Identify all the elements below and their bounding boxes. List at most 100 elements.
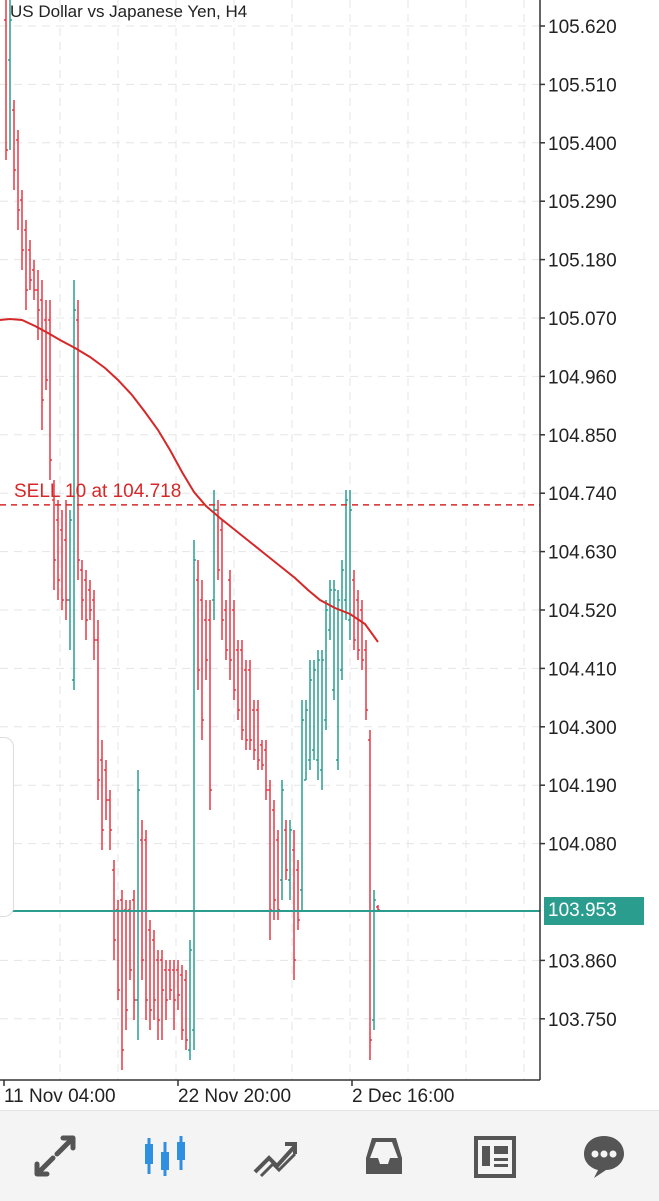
price-axis-label: 103.860 <box>548 951 617 972</box>
price-axis-label: 104.410 <box>548 659 617 680</box>
candlestick <box>164 960 168 1020</box>
price-axis-label: 104.190 <box>548 776 617 797</box>
candlestick <box>160 950 164 1040</box>
candlestick <box>372 890 376 1030</box>
price-axis-label: 105.400 <box>548 134 617 155</box>
candlestick <box>260 740 264 770</box>
candlestick <box>240 640 244 740</box>
nav-chart[interactable] <box>135 1126 195 1186</box>
current-price-tag: 103.953 <box>544 897 644 926</box>
candlestick <box>340 560 344 680</box>
candlestick <box>120 890 124 1070</box>
inbox-icon <box>366 1138 403 1174</box>
bottom-navigation <box>0 1110 659 1201</box>
candlestick <box>212 490 216 620</box>
price-axis-label: 104.080 <box>548 835 617 856</box>
candlestick <box>108 790 112 850</box>
candlestick <box>16 130 20 230</box>
candlestick <box>60 510 64 610</box>
candlestick <box>244 660 248 750</box>
candlestick <box>96 620 100 800</box>
nav-messages[interactable] <box>574 1126 634 1186</box>
candlestick <box>316 650 320 780</box>
price-axis-label: 104.630 <box>548 543 617 564</box>
candlestick <box>328 580 332 640</box>
candlestick <box>256 700 260 770</box>
candlestick <box>192 540 196 1050</box>
candlestick <box>100 740 104 850</box>
candlestick <box>4 0 8 160</box>
candlestick <box>344 490 348 620</box>
candlestick <box>128 900 132 980</box>
candlestick <box>252 700 256 760</box>
candlestick <box>312 660 316 760</box>
candlestick <box>52 480 56 590</box>
candlestick <box>336 590 340 770</box>
nav-trade[interactable] <box>245 1126 305 1186</box>
nav-quotes[interactable] <box>25 1126 85 1186</box>
candlestick <box>140 820 144 980</box>
candlestick <box>112 860 116 960</box>
candlestick <box>280 780 284 900</box>
candlestick <box>176 960 180 1010</box>
candlestick <box>224 600 228 660</box>
candlestick <box>148 920 152 1030</box>
candlestick <box>44 300 48 390</box>
candlestick <box>136 770 140 1040</box>
candlestick <box>24 220 28 310</box>
time-axis-label: 22 Nov 20:00 <box>178 1086 291 1107</box>
candlestick <box>188 940 192 1060</box>
price-axis-label: 104.520 <box>548 601 617 622</box>
candlestick <box>12 100 16 190</box>
candlestick <box>40 280 44 430</box>
candlestick <box>268 780 272 940</box>
candlestick <box>248 660 252 750</box>
chat-icon <box>584 1136 625 1178</box>
candlestick <box>272 800 276 920</box>
nav-news[interactable] <box>464 1126 524 1186</box>
candlestick <box>216 500 220 580</box>
price-axis-label: 105.290 <box>548 192 617 213</box>
trend-icon <box>253 1142 297 1178</box>
price-axis-label: 104.960 <box>548 367 617 388</box>
candlestick <box>276 830 280 920</box>
candlestick <box>364 640 368 720</box>
candlestick <box>296 860 300 930</box>
news-icon <box>474 1136 517 1178</box>
nav-history[interactable] <box>354 1126 414 1186</box>
candlestick <box>32 260 36 300</box>
price-axis-label: 104.740 <box>548 484 617 505</box>
arrows-icon <box>34 1135 76 1177</box>
price-axis-label: 104.850 <box>548 426 617 447</box>
candlestick <box>352 570 356 650</box>
candlestick <box>144 830 148 1020</box>
price-chart[interactable]: 105.620 105.510 105.400 105.290 105.180 105.0… <box>0 0 659 1110</box>
candlestick <box>196 560 200 690</box>
chart-area[interactable]: 105.620 105.510 105.400 105.290 105.180 105.0… <box>0 0 659 1110</box>
candlestick <box>204 600 208 680</box>
candlestick <box>84 570 88 640</box>
side-panel-handle[interactable] <box>0 737 14 917</box>
time-axis-label: 11 Nov 04:00 <box>4 1086 116 1107</box>
candlestick <box>116 900 120 1000</box>
candlestick <box>80 560 84 620</box>
candlestick <box>152 930 156 1020</box>
price-axis-label: 105.070 <box>548 309 617 330</box>
candlestick-icon <box>144 1136 185 1176</box>
price-axis-label: 105.510 <box>548 75 617 96</box>
candlestick <box>220 520 224 640</box>
candlestick <box>300 700 304 910</box>
chart-title: US Dollar vs Japanese Yen, H4 <box>10 2 248 21</box>
candlestick <box>56 500 60 600</box>
moving-average-line <box>0 317 379 643</box>
candlestick <box>332 580 336 700</box>
candlestick <box>308 660 312 770</box>
sell-order-label[interactable]: SELL 10 at 104.718 <box>14 481 182 502</box>
candlestick <box>88 580 92 620</box>
candlestick <box>68 510 72 650</box>
candlestick <box>324 600 328 730</box>
candlestick <box>348 490 352 640</box>
price-axis-label: 104.300 <box>548 718 617 739</box>
candlestick <box>264 740 268 800</box>
candlestick <box>92 590 96 660</box>
